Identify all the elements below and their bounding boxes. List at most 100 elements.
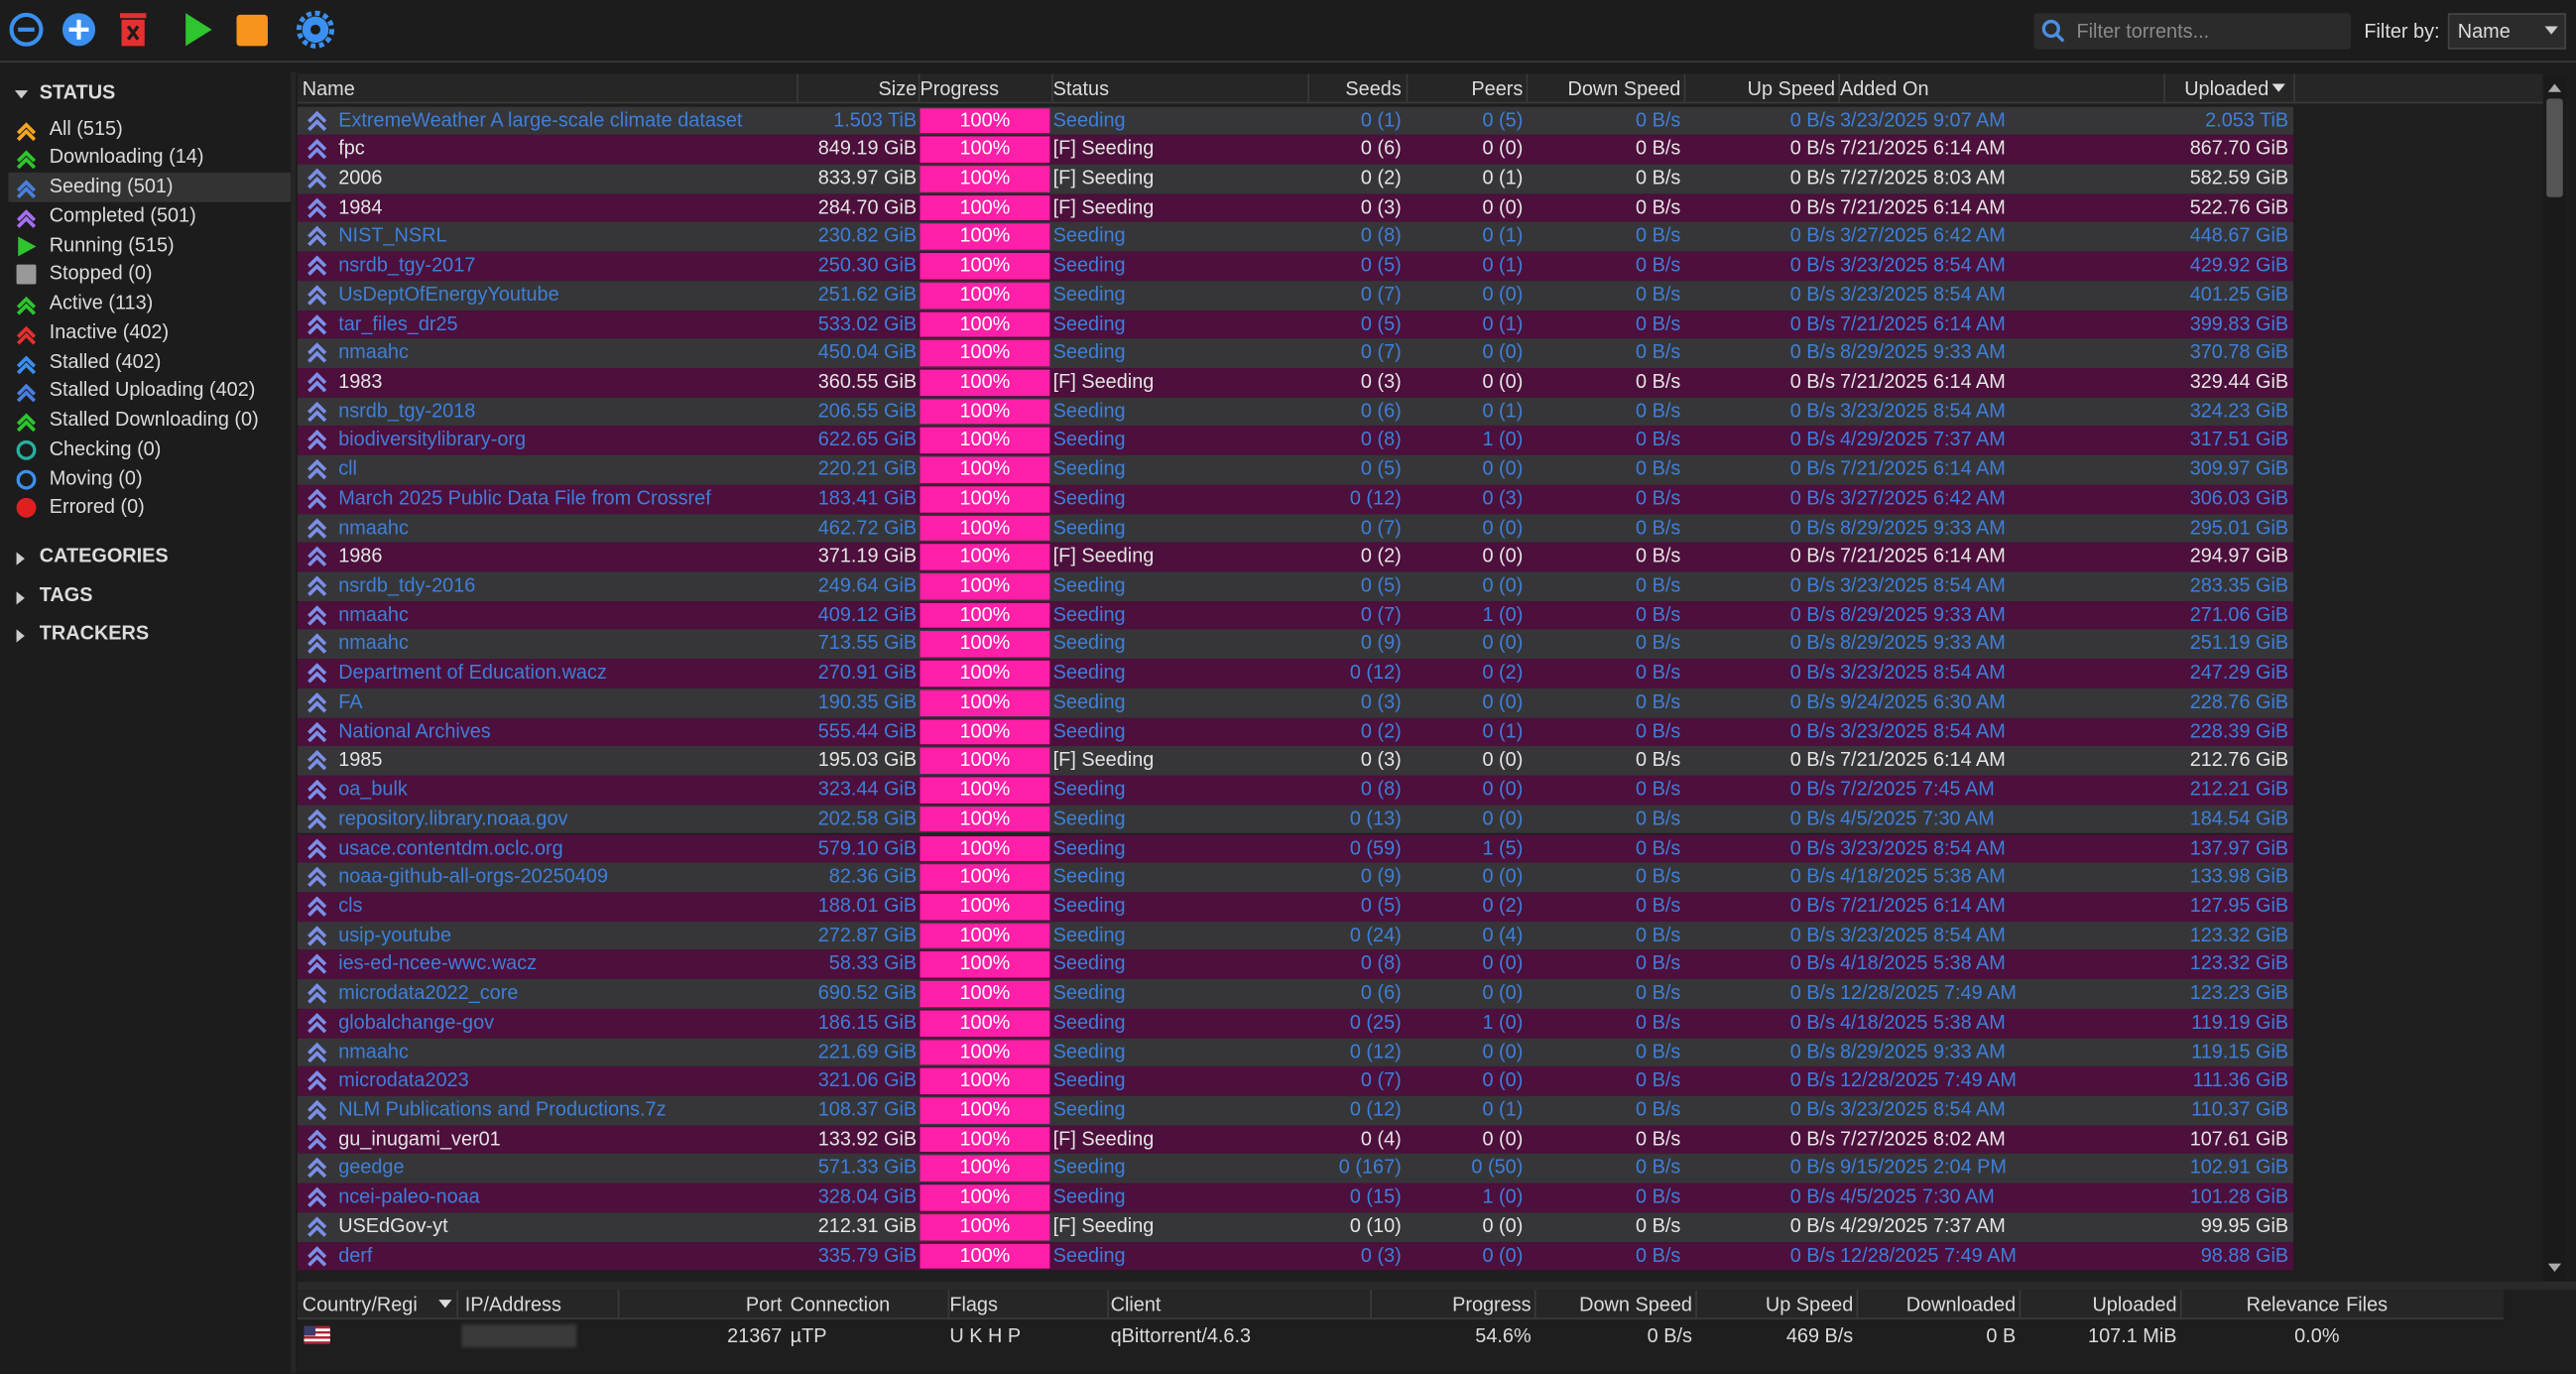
column-header[interactable]: Client [1110, 1293, 1162, 1316]
torrent-row[interactable]: cls 188.01 GiB 100% Seeding 0 (5) 0 (2) 0 B/s 0… [297, 892, 2294, 922]
status-filter[interactable]: Stopped (0) [49, 261, 153, 285]
column-header[interactable]: Country/Regi [302, 1293, 418, 1316]
section-heading[interactable]: STATUS [39, 80, 116, 104]
add-torrent-button[interactable] [61, 13, 96, 47]
column-header[interactable]: Downloaded [1905, 1293, 2017, 1316]
torrent-row[interactable]: derf 335.79 GiB 100% Seeding 0 (3) 0 (0) 0 B/s… [297, 1241, 2294, 1271]
status-filter[interactable]: All (515) [49, 115, 123, 139]
torrent-row[interactable]: nmaahc 450.04 GiB 100% Seeding 0 (7) 0 (0) 0 B… [297, 338, 2294, 368]
status-filter[interactable]: Seeding (501) [49, 174, 174, 197]
cell: 321.06 GiB [817, 1067, 918, 1092]
column-header[interactable]: Up Speed [1765, 1293, 1854, 1316]
section-heading[interactable]: CATEGORIES [39, 544, 169, 567]
column-header[interactable]: Uploaded [2092, 1293, 2177, 1316]
delete-button[interactable] [119, 13, 147, 47]
torrent-row[interactable]: ncei-paleo-noaa 328.04 GiB 100% Seeding 0 (1… [297, 1183, 2294, 1213]
torrent-row[interactable]: nsrdb_tdy-2016 249.64 GiB 100% Seeding 0 (5)… [297, 571, 2294, 601]
column-header[interactable]: IP/Address [464, 1293, 561, 1316]
torrent-row[interactable]: NIST_NSRL 230.82 GiB 100% Seeding 0 (8) 0 (1)… [297, 222, 2294, 252]
status-filter[interactable]: Stalled Downloading (0) [49, 407, 259, 431]
torrent-row[interactable]: 1983 360.55 GiB 100% [F] Seeding 0 (3) 0 (0) 0… [297, 367, 2294, 398]
section-heading[interactable]: TAGS [39, 582, 93, 606]
torrent-row[interactable]: 2006 833.97 GiB 100% [F] Seeding 0 (2) 0 (1) 0… [297, 164, 2294, 193]
torrent-row[interactable]: noaa-github-all-orgs-20250409 82.36 GiB 10… [297, 862, 2294, 893]
column-header[interactable]: Peers [1471, 76, 1524, 101]
torrent-row[interactable]: microdata2023 321.06 GiB 100% Seeding 0 (7) 0… [297, 1066, 2294, 1096]
status-filter[interactable]: Completed (501) [49, 202, 196, 227]
torrent-row[interactable]: nsrdb_tgy-2017 250.30 GiB 100% Seeding 0 (5)… [297, 251, 2294, 281]
torrent-row[interactable]: gu_inugami_ver01 133.92 GiB 100% [F] Seedin… [297, 1125, 2294, 1155]
status-filter[interactable]: Moving (0) [49, 465, 143, 489]
column-header[interactable]: Connection [790, 1293, 891, 1316]
torrent-row[interactable]: cll 220.21 GiB 100% Seeding 0 (5) 0 (0) 0 B/s 0… [297, 454, 2294, 485]
torrent-row[interactable]: tar_files_dr25 533.02 GiB 100% Seeding 0 (5)… [297, 310, 2294, 339]
column-header[interactable]: Flags [949, 1293, 998, 1316]
filter-by-select[interactable]: Name [2447, 13, 2567, 50]
peer-row[interactable]: 21367 µTP U K H P qBittorrent/4.6.3 54.6% 0 B… [297, 1320, 2505, 1351]
torrent-row[interactable]: National Archives 555.44 GiB 100% Seeding 0 … [297, 717, 2294, 747]
column-header[interactable]: Status [1052, 76, 1110, 101]
cell: Seeding [1052, 1243, 1126, 1267]
column-header[interactable]: Added On [1840, 76, 1929, 101]
torrent-row[interactable]: geedge 571.33 GiB 100% Seeding 0 (167) 0 (50)… [297, 1154, 2294, 1184]
torrent-row[interactable]: nmaahc 221.69 GiB 100% Seeding 0 (12) 0 (0) 0 … [297, 1037, 2294, 1067]
torrent-row[interactable]: nmaahc 462.72 GiB 100% Seeding 0 (7) 0 (0) 0 B… [297, 513, 2294, 544]
torrent-row[interactable]: biodiversitylibrary-org 622.65 GiB 100% See… [297, 426, 2294, 455]
torrent-row[interactable]: usip-youtube 272.87 GiB 100% Seeding 0 (24) 0… [297, 921, 2294, 950]
filter-input[interactable]: Filter torrents... [2033, 13, 2352, 50]
add-link-button[interactable] [9, 12, 44, 47]
status-filter[interactable]: Errored (0) [49, 494, 145, 519]
torrent-icon [307, 1042, 327, 1062]
column-header[interactable]: Relevance [2246, 1293, 2340, 1316]
torrent-row[interactable]: repository.library.noaa.gov 202.58 GiB 100… [297, 805, 2294, 834]
torrent-row[interactable]: UsDeptOfEnergyYoutube 251.62 GiB 100% Seedi… [297, 280, 2294, 311]
status-filter[interactable]: Checking (0) [49, 437, 162, 460]
torrent-row[interactable]: USEdGov-yt 212.31 GiB 100% [F] Seeding 0 (10… [297, 1212, 2294, 1242]
column-header[interactable]: Port [745, 1293, 783, 1316]
torrent-row[interactable]: FA 190.35 GiB 100% Seeding 0 (3) 0 (0) 0 B/s 0 … [297, 687, 2294, 718]
torrent-row[interactable]: 1985 195.03 GiB 100% [F] Seeding 0 (3) 0 (0) 0… [297, 746, 2294, 776]
cell: 271.06 GiB [2189, 602, 2289, 626]
torrent-row[interactable]: oa_bulk 323.44 GiB 100% Seeding 0 (8) 0 (0) 0 … [297, 775, 2294, 806]
start-button[interactable] [185, 13, 212, 47]
cell: 0 (24) [1349, 923, 1402, 946]
column-header[interactable]: Up Speed [1747, 76, 1836, 101]
torrent-row[interactable]: NLM Publications and Productions.7z 108.3… [297, 1095, 2294, 1126]
column-header[interactable]: Down Speed [1567, 76, 1681, 101]
settings-button[interactable] [296, 10, 335, 49]
torrent-icon [307, 925, 327, 946]
torrent-row[interactable]: fpc 849.19 GiB 100% [F] Seeding 0 (6) 0 (0) 0 … [297, 135, 2294, 165]
status-filter[interactable]: Inactive (402) [49, 319, 170, 343]
cell: 0 B/s [1636, 1243, 1681, 1267]
progress-text: 100% [959, 107, 1011, 131]
column-header[interactable]: Size [878, 76, 918, 101]
status-filter[interactable]: Running (515) [49, 232, 175, 256]
status-filter[interactable]: Downloading (14) [49, 145, 204, 169]
torrent-row[interactable]: nmaahc 713.55 GiB 100% Seeding 0 (9) 0 (0) 0 B… [297, 630, 2294, 660]
section-heading[interactable]: TRACKERS [39, 621, 150, 645]
column-header[interactable]: Seeds [1345, 76, 1402, 101]
cell: 0 (2) [1360, 544, 1402, 567]
status-filter[interactable]: Active (113) [49, 291, 154, 314]
torrent-row[interactable]: 1984 284.70 GiB 100% [F] Seeding 0 (3) 0 (0) 0… [297, 192, 2294, 223]
scrollbar-thumb[interactable] [2546, 98, 2563, 197]
torrent-row[interactable]: usace.contentdm.oclc.org 579.10 GiB 100% Se… [297, 833, 2294, 863]
torrent-row[interactable]: March 2025 Public Data File from Crossre… [297, 484, 2294, 514]
column-header[interactable]: Down Speed [1579, 1293, 1692, 1316]
column-header[interactable]: Name [302, 76, 355, 101]
torrent-row[interactable]: nsrdb_tgy-2018 206.55 GiB 100% Seeding 0 (6)… [297, 397, 2294, 427]
status-filter[interactable]: Stalled (402) [49, 348, 162, 373]
column-header[interactable]: Progress [1452, 1293, 1532, 1316]
torrent-row[interactable]: ies-ed-ncee-wwc.wacz 58.33 GiB 100% Seeding… [297, 949, 2294, 980]
column-header[interactable]: Progress [920, 76, 1000, 101]
torrent-row[interactable]: Department of Education.wacz 270.91 GiB 10… [297, 659, 2294, 688]
torrent-row[interactable]: 1986 371.19 GiB 100% [F] Seeding 0 (2) 0 (0) 0… [297, 543, 2294, 572]
torrent-row[interactable]: microdata2022_core 690.52 GiB 100% Seeding 0… [297, 979, 2294, 1009]
torrent-row[interactable]: ExtremeWeather A large-scale climate dat… [297, 105, 2294, 136]
status-filter[interactable]: Stalled Uploading (402) [49, 378, 256, 402]
torrent-row[interactable]: globalchange-gov 186.15 GiB 100% Seeding 0 (… [297, 1008, 2294, 1038]
column-header[interactable]: Uploaded [2184, 76, 2269, 101]
stop-button[interactable] [236, 14, 268, 47]
torrent-row[interactable]: nmaahc 409.12 GiB 100% Seeding 0 (7) 1 (0) 0 B… [297, 600, 2294, 631]
column-header[interactable]: Files [2346, 1293, 2389, 1316]
